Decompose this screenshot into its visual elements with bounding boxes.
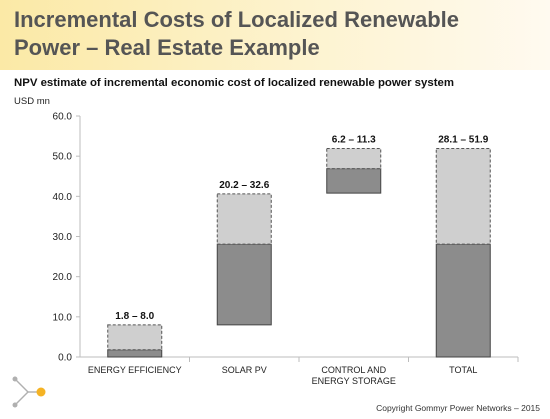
y-tick-label: 50.0 (53, 152, 73, 163)
y-tick-label: 10.0 (53, 312, 73, 323)
bar-range-segment (107, 324, 163, 351)
x-category-label: TOTAL (449, 365, 477, 375)
bar-base-segment (107, 349, 163, 358)
y-tick-label: 20.0 (53, 272, 73, 283)
bar-base-segment (435, 243, 491, 358)
gommyr-logo-icon (12, 376, 46, 408)
slide-title-line-1: Incremental Costs of Localized Renewable (14, 7, 460, 32)
x-category-label: ENERGY EFFICIENCY (88, 365, 182, 375)
range-data-label: 28.1 – 51.9 (438, 135, 488, 146)
y-tick-label: 0.0 (58, 353, 72, 364)
copyright-text: Copyright Gommyr Power Networks – 2015 (376, 403, 540, 413)
x-category-label: SOLAR PV (222, 365, 267, 375)
slide-title: Incremental Costs of Localized Renewable… (14, 6, 534, 62)
range-data-label: 6.2 – 11.3 (332, 135, 376, 146)
y-axis-unit-label: USD mn (14, 96, 50, 107)
range-data-label: 20.2 – 32.6 (219, 180, 269, 191)
bar-base-segment (216, 243, 272, 326)
bar-base-segment (326, 168, 382, 194)
y-tick-label: 60.0 (53, 112, 73, 123)
bar-range-segment (435, 148, 491, 245)
x-category-label: CONTROL AND ENERGY STORAGE (312, 365, 396, 386)
chart-subtitle: NPV estimate of incremental economic cos… (14, 77, 454, 89)
bar-range-segment (326, 148, 382, 170)
range-data-label: 1.8 – 8.0 (115, 311, 154, 322)
bar-range-segment (216, 193, 272, 245)
y-tick-label: 40.0 (53, 192, 73, 203)
slide-title-line-2: Power – Real Estate Example (14, 35, 320, 60)
title-banner (0, 0, 550, 70)
y-tick-label: 30.0 (53, 232, 73, 243)
